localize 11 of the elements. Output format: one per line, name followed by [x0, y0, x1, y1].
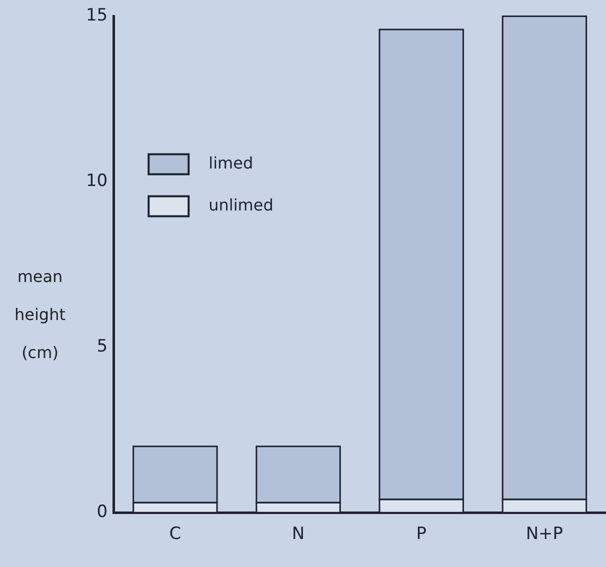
x-tick-label: P — [416, 524, 426, 544]
y-tick-label: 0 — [96, 502, 108, 522]
legend-label: limed — [208, 153, 254, 172]
y-tick-label: 10 — [86, 171, 108, 192]
x-tick-label: N — [292, 524, 305, 544]
x-tick-label: C — [169, 524, 182, 544]
y-tick-label: 5 — [96, 336, 108, 357]
legend-label: unlimed — [208, 195, 274, 214]
y-tick-label: 15 — [86, 6, 108, 26]
y-axis-title: mean height (cm) — [14, 266, 66, 364]
x-tick-label: N+P — [526, 524, 564, 544]
